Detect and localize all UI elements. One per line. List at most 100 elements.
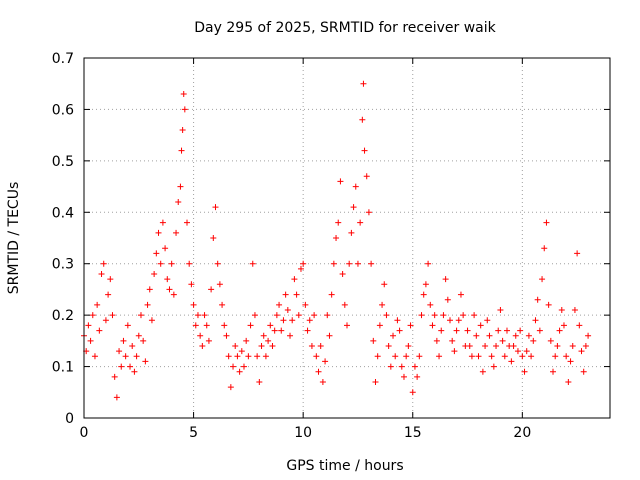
data-point — [120, 337, 127, 344]
data-point — [438, 327, 445, 334]
data-point — [536, 327, 543, 334]
data-point — [407, 322, 414, 329]
data-point — [308, 343, 315, 349]
data-point — [519, 353, 526, 360]
data-point — [468, 353, 475, 360]
data-point — [510, 343, 517, 349]
data-point — [240, 363, 247, 370]
data-point — [488, 353, 495, 360]
data-point — [447, 317, 454, 324]
data-point — [192, 322, 199, 329]
data-point — [326, 332, 333, 339]
data-point — [124, 322, 131, 329]
data-point — [348, 229, 355, 236]
data-point — [284, 307, 291, 313]
plot-frame — [83, 57, 611, 419]
data-point — [539, 276, 546, 283]
data-point — [129, 343, 136, 349]
data-point — [219, 301, 226, 308]
data-point — [350, 204, 357, 211]
data-point — [262, 353, 269, 360]
data-point — [420, 291, 427, 298]
data-point — [490, 363, 497, 370]
data-point — [442, 276, 449, 283]
y-tick-label: 0.6 — [52, 102, 74, 118]
data-point — [335, 219, 342, 226]
data-point — [140, 337, 147, 344]
data-point — [173, 229, 180, 236]
grid-layer — [84, 58, 610, 418]
data-point — [556, 327, 563, 334]
data-point — [265, 337, 272, 344]
data-point — [547, 337, 554, 344]
data-point — [563, 353, 570, 360]
x-tick-label: 0 — [80, 425, 89, 441]
data-point — [372, 379, 379, 385]
data-point — [365, 209, 372, 216]
data-point — [216, 281, 223, 288]
y-tick-label: 0.3 — [52, 257, 74, 273]
data-point — [295, 312, 302, 319]
data-point — [427, 301, 434, 308]
data-point — [289, 317, 296, 324]
data-point — [405, 343, 412, 349]
data-point — [337, 178, 344, 185]
data-point — [460, 312, 467, 319]
data-point — [155, 229, 162, 236]
data-point — [251, 312, 258, 319]
x-tick-label: 10 — [294, 425, 312, 441]
data-point — [181, 106, 188, 113]
data-point — [411, 363, 418, 370]
data-point — [576, 322, 583, 329]
data-point — [300, 260, 307, 267]
data-point — [477, 322, 484, 329]
data-points — [81, 80, 592, 401]
data-point — [425, 260, 432, 267]
data-point — [184, 219, 191, 226]
data-point — [370, 337, 377, 344]
data-point — [560, 322, 567, 329]
data-point — [180, 91, 187, 97]
data-point — [363, 173, 370, 180]
data-point — [409, 389, 416, 396]
data-point — [473, 332, 480, 339]
data-point — [552, 353, 559, 360]
data-point — [166, 286, 173, 293]
data-point — [269, 343, 276, 349]
data-point — [431, 312, 438, 319]
data-point — [497, 307, 504, 313]
data-point — [168, 260, 175, 267]
data-point — [499, 337, 506, 344]
axis-ticks: 0 5 10 15 20 0 0.1 0.2 0.3 0.4 0.5 0.6 0.7 — [52, 51, 610, 441]
chart-title: Day 295 of 2025, SRMTID for receiver wai… — [194, 20, 496, 36]
data-point — [368, 260, 375, 267]
data-point — [451, 348, 458, 355]
data-point — [484, 317, 491, 324]
data-point — [528, 353, 535, 360]
data-point — [414, 373, 421, 380]
data-point — [100, 260, 107, 267]
data-point — [260, 332, 267, 339]
data-point — [514, 348, 521, 355]
data-point — [501, 353, 508, 360]
data-point — [396, 327, 403, 334]
data-point — [341, 301, 348, 308]
y-tick-label: 0 — [65, 411, 74, 427]
data-point — [322, 358, 329, 365]
data-point — [400, 373, 407, 380]
data-point — [162, 245, 169, 252]
data-point — [508, 358, 515, 365]
data-point — [543, 219, 550, 226]
data-point — [352, 183, 359, 190]
data-point — [429, 322, 436, 329]
data-point — [105, 291, 112, 298]
data-point — [346, 260, 353, 267]
data-point — [339, 271, 346, 277]
data-point — [453, 327, 460, 334]
data-point — [102, 317, 109, 324]
data-point — [197, 332, 204, 339]
data-point — [256, 379, 263, 385]
data-point — [278, 327, 285, 334]
data-point — [133, 353, 140, 360]
data-point — [398, 363, 405, 370]
